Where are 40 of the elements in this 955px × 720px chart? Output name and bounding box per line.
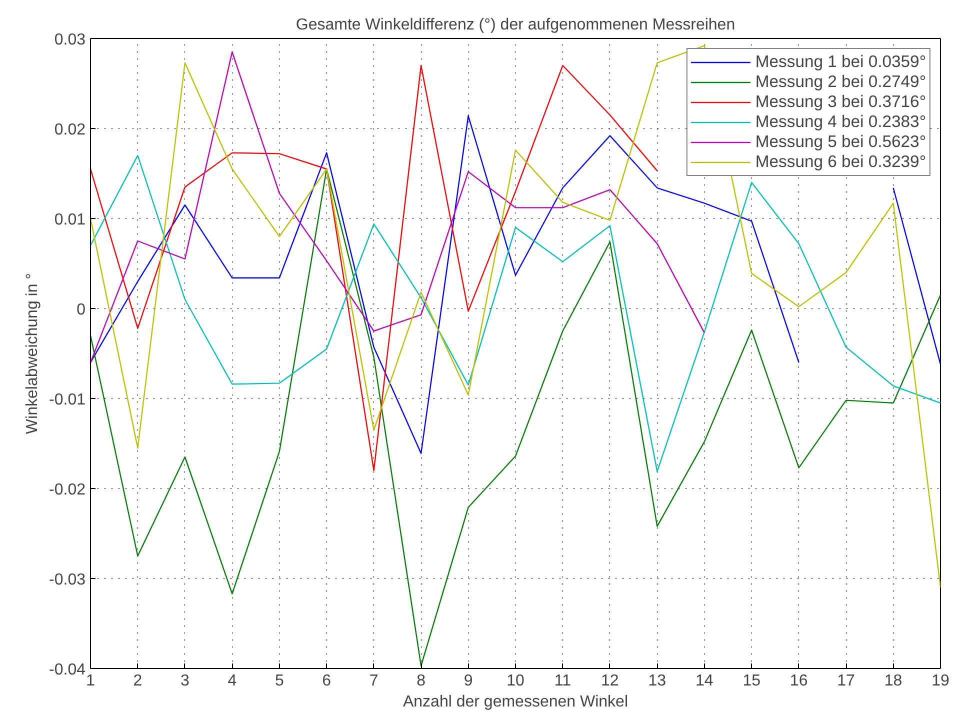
x-tick-label: 7 — [369, 672, 378, 690]
x-tick-label: 11 — [554, 672, 572, 690]
legend-label: Messung 2 bei 0.2749° — [755, 72, 926, 92]
line-series — [90, 64, 658, 472]
legend-label: Messung 5 bei 0.5623° — [755, 132, 926, 152]
line-series — [90, 154, 940, 472]
x-tick-label: 17 — [837, 672, 856, 690]
legend-label: Messung 6 bei 0.3239° — [755, 152, 926, 172]
y-tick-label: 0.02 — [54, 122, 86, 138]
legend-label: Messung 1 bei 0.0359° — [755, 52, 926, 72]
line-series — [90, 51, 705, 364]
x-tick-label: 15 — [742, 672, 761, 690]
y-tick-label: 0.01 — [54, 212, 86, 228]
y-tick-label: -0.04 — [49, 662, 86, 678]
y-tick-label: -0.03 — [49, 572, 86, 588]
x-tick-label: 14 — [695, 672, 714, 690]
x-tick-label: 10 — [506, 672, 524, 690]
x-tick-label: 13 — [648, 672, 666, 690]
y-tick-label: -0.02 — [49, 482, 86, 498]
x-tick-label: 12 — [601, 672, 619, 690]
legend-label: Messung 3 bei 0.3716° — [755, 92, 926, 112]
x-tick-label: 5 — [274, 672, 284, 690]
legend-label: Messung 4 bei 0.2383° — [755, 112, 926, 132]
x-tick-label: 6 — [322, 672, 332, 690]
y-tick-label: -0.01 — [49, 392, 86, 408]
x-tick-label: 3 — [180, 672, 190, 690]
y-tick-label: 0 — [76, 302, 86, 318]
x-tick-label: 8 — [416, 672, 426, 690]
x-tick-label: 2 — [133, 672, 142, 690]
y-tick-label: 0.03 — [54, 32, 86, 48]
y-axis-title: Winkelabweichung in ° — [24, 272, 42, 434]
x-tick-label: 9 — [464, 672, 473, 690]
x-axis-title: Anzahl der gemessenen Winkel — [402, 694, 628, 710]
x-tick-label: 4 — [228, 672, 237, 690]
x-tick-label: 16 — [790, 672, 808, 690]
line-series — [90, 45, 940, 588]
x-tick-label: 19 — [932, 672, 950, 690]
chart-title: Gesamte Winkeldifferenz (°) der aufgenommenen Messreihen — [296, 16, 736, 34]
x-tick-label: 18 — [884, 672, 902, 690]
x-tick-label: 1 — [86, 672, 96, 690]
